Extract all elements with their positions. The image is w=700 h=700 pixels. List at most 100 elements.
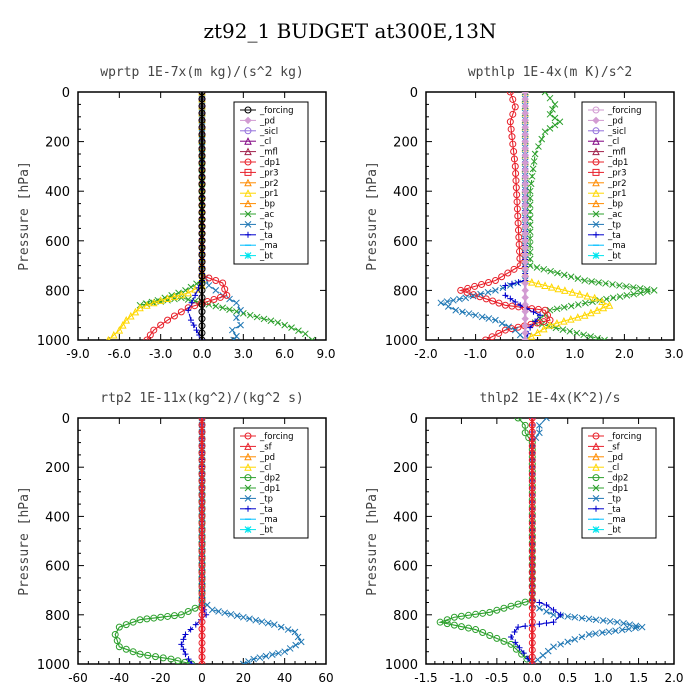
- series-point_ac: [553, 305, 561, 313]
- legend-label: _dp1: [259, 158, 280, 168]
- y-tick-label: 800: [393, 609, 418, 624]
- y-tick-label: 1000: [385, 334, 418, 349]
- y-tick-label: 400: [393, 510, 418, 525]
- series-point_dp2: [521, 598, 529, 606]
- series-point_tp: [492, 287, 499, 294]
- series-point_forcing: [198, 293, 206, 301]
- legend-label: _pd: [607, 116, 623, 126]
- x-tick-label: -0.5: [485, 671, 508, 685]
- series-point_dp1: [506, 92, 514, 96]
- series-point_pd: [521, 300, 529, 309]
- series-point_ac: [609, 294, 617, 302]
- legend-label: _dp1: [607, 484, 628, 494]
- series-point_pd: [521, 315, 529, 323]
- series-point_forcing: [528, 456, 536, 464]
- series-point_dp2: [122, 621, 130, 629]
- series-point_dp1: [457, 286, 465, 294]
- series-point_forcing: [198, 418, 206, 422]
- legend-marker: [593, 505, 599, 512]
- series-point_pr1: [605, 301, 614, 309]
- series-point_tp: [237, 321, 244, 329]
- series-point_pr1: [547, 282, 556, 291]
- legend-label: _pr2: [607, 179, 627, 189]
- series-point_forcing: [198, 301, 206, 309]
- legend-label: _sicl: [259, 127, 278, 137]
- series-point_ac: [540, 265, 548, 273]
- legend-label: _mfl: [259, 148, 278, 158]
- series-point_forcing: [198, 123, 206, 131]
- series-point_ac: [295, 327, 302, 335]
- series-point_ac: [308, 336, 316, 340]
- series-point_ta: [192, 292, 199, 299]
- series-point_ta: [515, 624, 522, 631]
- series-point_pr1: [149, 298, 158, 307]
- legend-marker: [592, 168, 600, 176]
- series-point_ac: [541, 92, 549, 96]
- series-point_pr1: [533, 328, 542, 337]
- series-point_forcing: [198, 279, 206, 287]
- series-point_ta: [180, 636, 187, 643]
- legend-marker: [244, 495, 252, 502]
- series-point_dp2: [150, 614, 158, 622]
- y-tick-label: 0: [62, 412, 70, 427]
- series-point_tp: [472, 311, 479, 319]
- series-point_ta: [520, 650, 527, 657]
- series-point_dp1: [219, 279, 227, 287]
- series-point_forcing: [528, 484, 536, 492]
- series-point_tp: [233, 314, 240, 322]
- series-point_ac: [559, 326, 567, 333]
- page-title: zt92_1 BUDGET at300E,13N: [203, 19, 496, 43]
- legend-marker: [592, 495, 600, 502]
- series-point_ta: [193, 327, 200, 334]
- series-point_dp2: [521, 429, 529, 437]
- series-point_forcing: [528, 442, 536, 450]
- series-point_dp2: [113, 637, 121, 645]
- series-point_ta: [185, 656, 192, 663]
- series-point_ac: [301, 330, 309, 338]
- series-point_dp2: [493, 634, 501, 642]
- series-point_forcing: [198, 463, 206, 471]
- series-point_dp1: [514, 212, 522, 220]
- series-point_ac: [546, 110, 554, 118]
- series-point_dp1: [534, 305, 542, 313]
- series-point_tp: [444, 303, 452, 310]
- legend-label: _dp1: [259, 484, 280, 494]
- series-point_ac: [629, 284, 637, 291]
- series-point_pr1: [560, 317, 568, 325]
- chart-panel-1: wprtp 1E-7x(m kg)/(s^2 kg) Pressure [hPa]…: [17, 65, 336, 361]
- series-point_dp2: [486, 608, 494, 616]
- series-point_ta: [188, 299, 195, 306]
- x-tick-label: 0: [198, 671, 206, 685]
- series-point_dp2: [472, 610, 480, 618]
- series-point_pr1: [539, 324, 548, 333]
- legend-label: _tp: [259, 494, 273, 504]
- series-point_tp: [291, 628, 299, 636]
- series-point_forcing: [198, 526, 206, 534]
- series-point_tp: [230, 336, 238, 340]
- series-point_dp2: [486, 631, 494, 639]
- series-point_ac: [533, 264, 541, 271]
- legend-marker: [244, 178, 252, 187]
- series-point_dp2: [115, 643, 123, 651]
- series-point_pr1: [541, 281, 549, 289]
- series-point_tp: [215, 608, 222, 615]
- series-point_forcing: [198, 555, 206, 563]
- y-tick-label: 1000: [385, 658, 418, 673]
- series-point_dp2: [436, 618, 444, 626]
- series-point_pd: [521, 293, 529, 302]
- series-point_forcing: [198, 639, 206, 647]
- series-point_dp1: [515, 240, 523, 248]
- series-point_forcing: [198, 265, 206, 273]
- legend-marker: [244, 199, 252, 208]
- legend-label: _ta: [607, 505, 621, 515]
- series-point_tp: [456, 295, 463, 303]
- series-point_ac: [288, 324, 295, 331]
- series-point_dp1: [150, 326, 158, 334]
- series-point_dp1: [510, 155, 518, 163]
- series-point_ta: [502, 292, 509, 299]
- chart-panel-2: wpthlp 1E-4x(m K)/s^2 Pressure [hPa] -2.0 -…: [365, 65, 684, 361]
- series-point_forcing: [198, 512, 206, 520]
- legend-label: _cl: [607, 463, 619, 473]
- series-point_forcing: [198, 216, 206, 224]
- series-point_pd: [521, 251, 529, 259]
